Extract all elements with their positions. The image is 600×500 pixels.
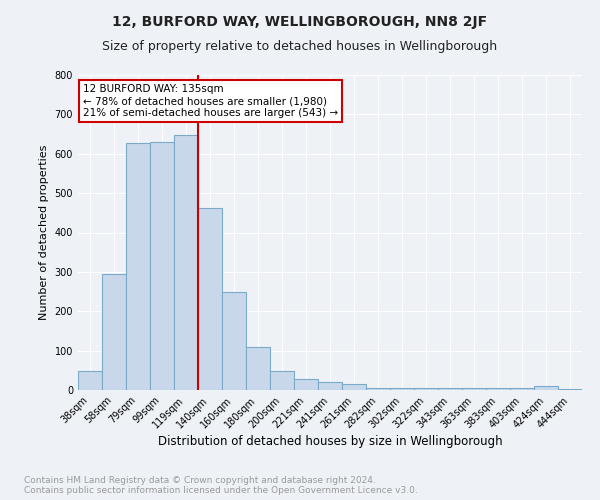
Bar (486, 388, 510, 390)
Bar (78, 372, 102, 390)
Bar (366, 388, 390, 390)
Text: Size of property relative to detached houses in Wellingborough: Size of property relative to detached ho… (103, 40, 497, 53)
Bar (390, 388, 414, 390)
Bar (318, 382, 342, 390)
Bar (126, 143, 150, 390)
Text: 12, BURFORD WAY, WELLINGBOROUGH, NN8 2JF: 12, BURFORD WAY, WELLINGBOROUGH, NN8 2JF (112, 15, 488, 29)
Bar (342, 384, 366, 390)
Bar (102, 274, 126, 390)
Text: 12 BURFORD WAY: 135sqm
← 78% of detached houses are smaller (1,980)
21% of semi-: 12 BURFORD WAY: 135sqm ← 78% of detached… (83, 84, 338, 117)
Bar (294, 380, 318, 390)
Bar (462, 388, 486, 390)
Bar (414, 388, 438, 390)
Bar (222, 292, 246, 390)
Bar (174, 135, 198, 390)
Bar (150, 142, 174, 390)
Y-axis label: Number of detached properties: Number of detached properties (39, 145, 49, 320)
Bar (270, 370, 294, 390)
Bar (198, 208, 222, 390)
Text: Contains HM Land Registry data © Crown copyright and database right 2024.
Contai: Contains HM Land Registry data © Crown c… (24, 476, 418, 495)
Bar (438, 388, 462, 390)
Bar (510, 388, 534, 390)
X-axis label: Distribution of detached houses by size in Wellingborough: Distribution of detached houses by size … (158, 436, 502, 448)
Bar (558, 389, 582, 390)
Bar (246, 346, 270, 390)
Bar (534, 386, 558, 390)
